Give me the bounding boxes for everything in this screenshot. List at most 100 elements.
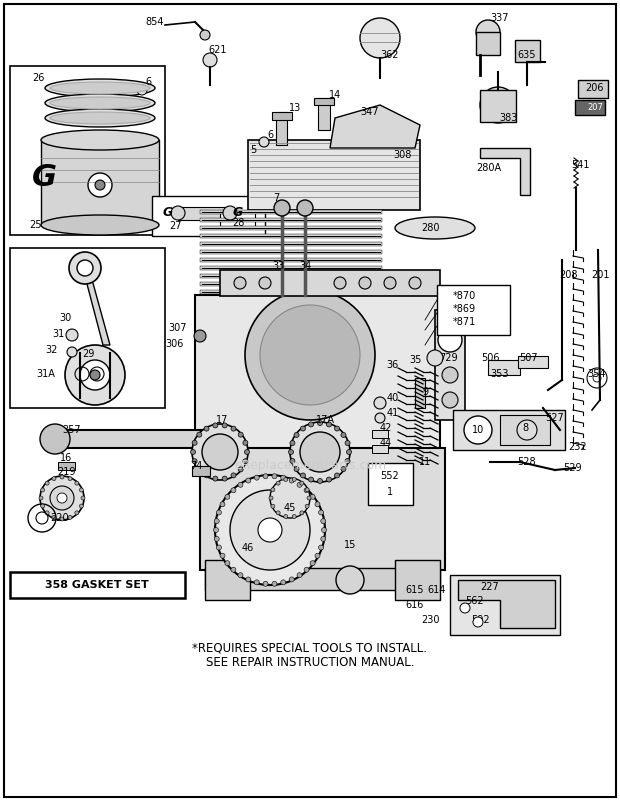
Text: 14: 14: [329, 90, 341, 100]
Text: 232: 232: [569, 442, 587, 452]
Circle shape: [238, 433, 243, 437]
Text: 854: 854: [146, 17, 164, 27]
Text: 621: 621: [209, 45, 228, 55]
Text: 8: 8: [522, 423, 528, 433]
Bar: [220, 270, 440, 296]
Circle shape: [319, 545, 324, 550]
Circle shape: [315, 553, 320, 558]
Text: 5: 5: [250, 145, 256, 155]
Circle shape: [190, 449, 195, 454]
Circle shape: [204, 426, 209, 431]
Text: 280: 280: [421, 223, 439, 233]
Text: 74: 74: [190, 461, 202, 471]
Bar: [200, 226, 382, 230]
Text: 6: 6: [267, 130, 273, 140]
Polygon shape: [458, 580, 555, 628]
Text: 44: 44: [380, 438, 392, 448]
Text: 615: 615: [405, 585, 424, 595]
Text: 46: 46: [242, 543, 254, 553]
Text: 527: 527: [546, 413, 564, 423]
Circle shape: [289, 577, 294, 582]
Circle shape: [317, 478, 322, 484]
Circle shape: [269, 496, 273, 500]
Circle shape: [75, 481, 79, 485]
Ellipse shape: [41, 130, 159, 150]
Circle shape: [230, 490, 310, 570]
Text: 30: 30: [59, 313, 71, 323]
Bar: [272, 112, 292, 120]
Circle shape: [294, 466, 299, 472]
Circle shape: [203, 53, 217, 67]
Circle shape: [231, 567, 236, 572]
Circle shape: [317, 421, 322, 425]
Circle shape: [238, 467, 243, 472]
Bar: [480, 90, 516, 122]
Circle shape: [79, 504, 84, 508]
Circle shape: [310, 561, 315, 566]
Circle shape: [297, 482, 302, 487]
Circle shape: [321, 537, 326, 541]
Circle shape: [290, 458, 295, 464]
Text: 280A: 280A: [476, 163, 502, 173]
Circle shape: [480, 87, 516, 123]
Circle shape: [375, 413, 385, 423]
Bar: [395, 560, 440, 600]
Circle shape: [284, 514, 288, 518]
Circle shape: [65, 345, 125, 405]
Circle shape: [263, 582, 268, 586]
Circle shape: [216, 510, 221, 515]
Text: 507: 507: [519, 353, 538, 363]
Circle shape: [309, 422, 314, 427]
Text: 206: 206: [586, 83, 604, 93]
Bar: [276, 112, 287, 145]
Text: 207: 207: [587, 103, 603, 111]
Circle shape: [442, 367, 458, 383]
Bar: [200, 242, 382, 246]
Bar: [415, 378, 425, 408]
Text: 17: 17: [216, 415, 228, 425]
Ellipse shape: [41, 215, 159, 235]
Text: 354: 354: [588, 369, 606, 379]
Circle shape: [68, 515, 72, 519]
Circle shape: [301, 473, 306, 478]
Circle shape: [334, 277, 346, 289]
Text: 529: 529: [563, 463, 582, 473]
Circle shape: [360, 18, 400, 58]
Circle shape: [192, 424, 248, 480]
Circle shape: [335, 426, 340, 431]
Circle shape: [192, 441, 197, 445]
Circle shape: [81, 496, 85, 500]
Text: *870: *870: [453, 291, 476, 301]
Text: 357: 357: [63, 425, 81, 435]
Circle shape: [215, 537, 219, 541]
Text: 9: 9: [422, 387, 428, 397]
Circle shape: [67, 347, 77, 357]
Circle shape: [40, 476, 84, 520]
Circle shape: [231, 488, 236, 493]
Circle shape: [305, 505, 309, 509]
Text: 347: 347: [361, 107, 379, 117]
Text: 230: 230: [421, 615, 439, 625]
Circle shape: [464, 416, 492, 444]
Circle shape: [244, 449, 249, 454]
Text: 10: 10: [472, 425, 484, 435]
Bar: [55, 430, 215, 448]
Circle shape: [50, 486, 74, 510]
Bar: [220, 213, 255, 228]
Bar: [575, 100, 605, 115]
Text: SEE REPAIR INSTRUCTION MANUAL.: SEE REPAIR INSTRUCTION MANUAL.: [206, 657, 414, 670]
Circle shape: [294, 433, 299, 437]
Circle shape: [220, 553, 225, 558]
Text: 219: 219: [57, 467, 75, 477]
Circle shape: [327, 477, 332, 482]
Text: 729: 729: [440, 353, 458, 363]
Text: 15: 15: [344, 540, 356, 550]
Bar: [578, 80, 608, 98]
Text: 6: 6: [145, 77, 151, 87]
Circle shape: [272, 582, 277, 586]
Bar: [372, 430, 388, 438]
Circle shape: [310, 494, 315, 499]
Circle shape: [288, 449, 293, 454]
Text: *REQUIRES SPECIAL TOOLS TO INSTALL.: *REQUIRES SPECIAL TOOLS TO INSTALL.: [192, 642, 428, 654]
Circle shape: [517, 420, 537, 440]
